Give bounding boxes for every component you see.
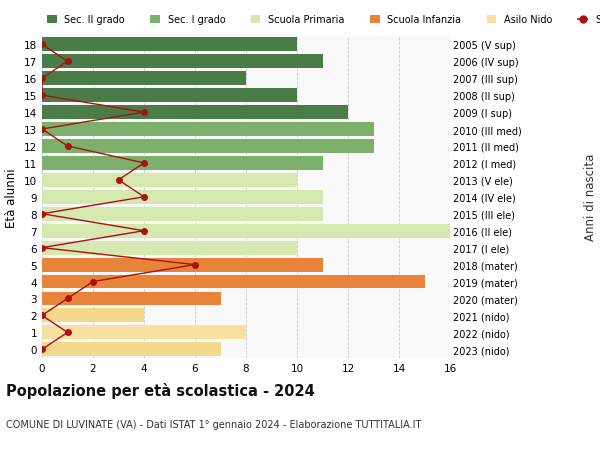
Bar (42, 342, 221, 357)
Bar (42, 38, 297, 52)
Bar (42, 258, 323, 272)
Bar (42, 55, 323, 69)
Text: Anni di nascita: Anni di nascita (584, 154, 597, 241)
Bar (42, 157, 323, 170)
Y-axis label: Età alunni: Età alunni (5, 168, 19, 227)
Bar (42, 123, 374, 137)
Bar (42, 326, 246, 340)
Bar (42, 275, 425, 289)
Text: COMUNE DI LUVINATE (VA) - Dati ISTAT 1° gennaio 2024 - Elaborazione TUTTITALIA.I: COMUNE DI LUVINATE (VA) - Dati ISTAT 1° … (6, 419, 421, 429)
Bar (42, 174, 297, 187)
Bar (42, 72, 246, 86)
Bar (42, 106, 348, 120)
Bar (42, 89, 297, 103)
Bar (42, 207, 323, 221)
Bar (42, 241, 297, 255)
Legend: Sec. II grado, Sec. I grado, Scuola Primaria, Scuola Infanzia, Asilo Nido, Stran: Sec. II grado, Sec. I grado, Scuola Prim… (47, 16, 600, 25)
Bar (42, 140, 374, 154)
Bar (42, 190, 323, 204)
Bar (42, 224, 450, 238)
Bar (42, 292, 221, 306)
Text: Popolazione per età scolastica - 2024: Popolazione per età scolastica - 2024 (6, 382, 315, 398)
Bar (42, 309, 144, 323)
